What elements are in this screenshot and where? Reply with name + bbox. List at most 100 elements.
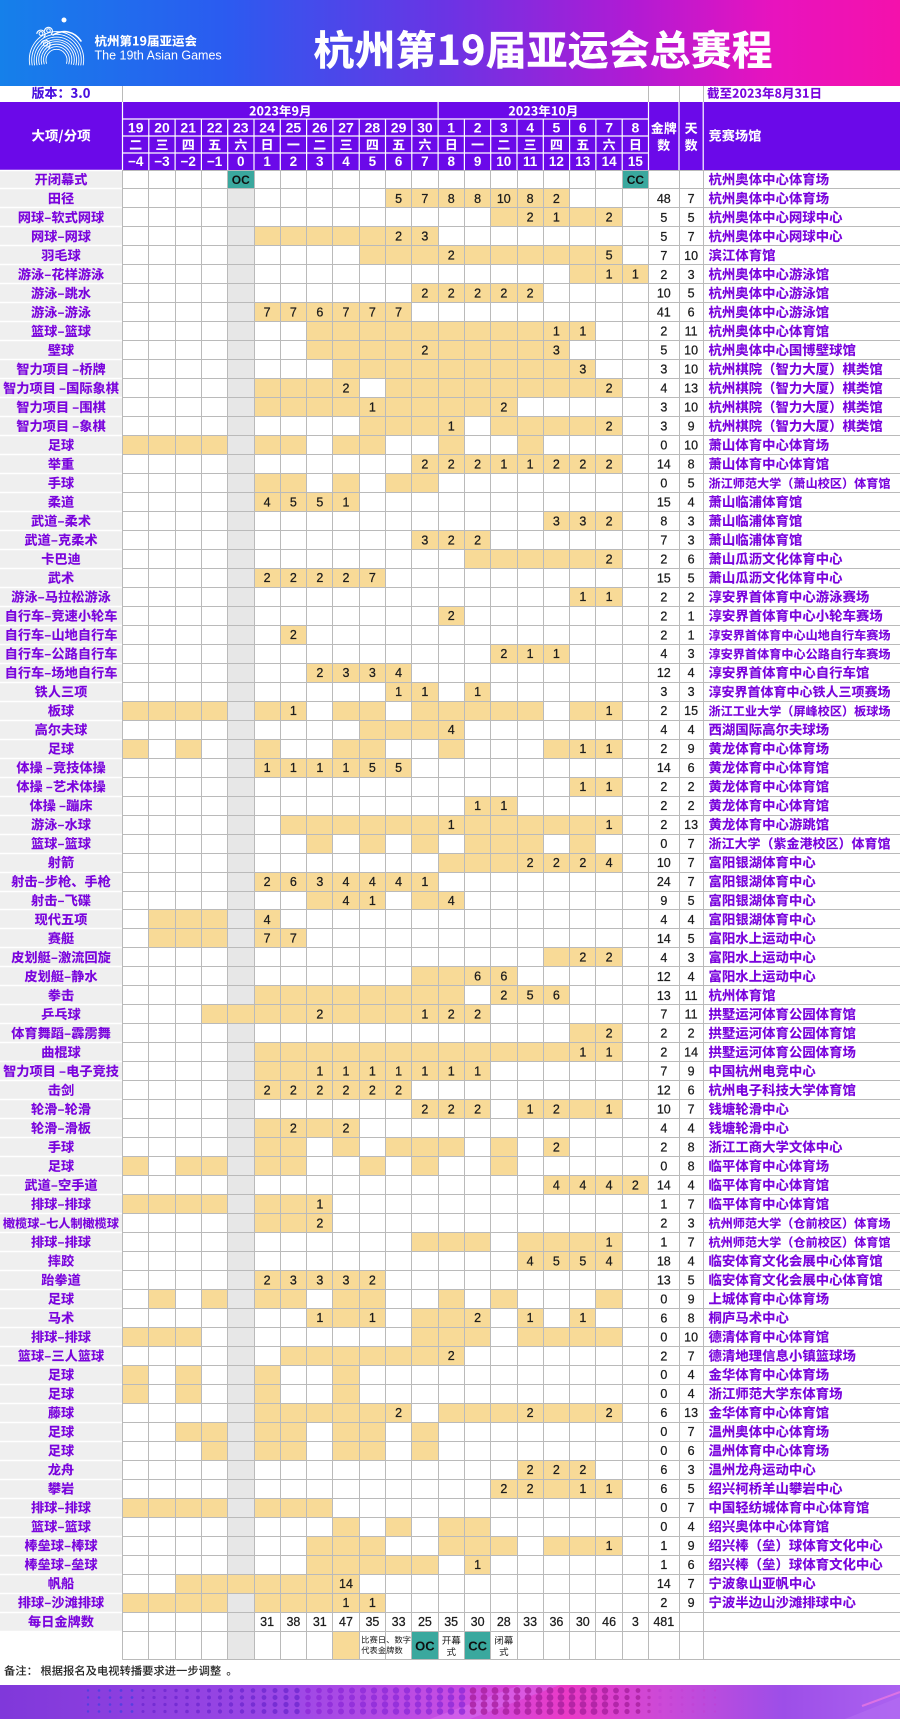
svg-text:1: 1	[316, 1197, 323, 1211]
svg-text:41: 41	[657, 306, 671, 320]
svg-text:0: 0	[660, 837, 667, 851]
svg-text:7: 7	[688, 230, 695, 244]
svg-text:5: 5	[395, 761, 402, 775]
svg-text:11: 11	[685, 325, 698, 339]
svg-text:13: 13	[657, 989, 671, 1003]
svg-text:1: 1	[500, 457, 507, 471]
svg-text:12: 12	[657, 666, 671, 680]
svg-text:4: 4	[688, 970, 695, 984]
svg-text:2: 2	[343, 382, 350, 396]
svg-text:4: 4	[688, 495, 695, 509]
svg-text:8: 8	[447, 154, 455, 169]
svg-text:27: 27	[338, 120, 354, 136]
svg-text:11: 11	[523, 154, 538, 169]
svg-text:3: 3	[688, 1463, 695, 1477]
svg-text:3: 3	[421, 230, 428, 244]
svg-text:7: 7	[660, 1065, 667, 1079]
svg-text:30: 30	[576, 1615, 590, 1629]
svg-text:7: 7	[688, 192, 695, 206]
svg-text:1: 1	[448, 419, 455, 433]
svg-text:1: 1	[343, 761, 350, 775]
svg-text:2: 2	[500, 647, 507, 661]
svg-text:7: 7	[290, 932, 297, 946]
svg-text:10: 10	[684, 249, 698, 263]
svg-text:26: 26	[312, 120, 328, 136]
svg-text:9: 9	[688, 1596, 695, 1610]
svg-text:9: 9	[688, 1539, 695, 1553]
svg-text:7: 7	[688, 1197, 695, 1211]
svg-text:1: 1	[474, 799, 481, 813]
svg-text:−2: −2	[180, 154, 195, 169]
svg-text:OC: OC	[415, 1639, 435, 1654]
svg-text:3: 3	[660, 420, 667, 434]
svg-text:2: 2	[448, 533, 455, 547]
svg-text:5: 5	[688, 287, 695, 301]
svg-text:3: 3	[632, 1615, 639, 1629]
svg-text:1: 1	[421, 1065, 428, 1079]
svg-text:3: 3	[316, 875, 323, 889]
svg-text:5: 5	[688, 1273, 695, 1287]
svg-text:2: 2	[474, 1311, 481, 1325]
svg-text:6: 6	[316, 306, 323, 320]
svg-text:7: 7	[421, 154, 429, 169]
svg-text:4: 4	[343, 894, 350, 908]
svg-text:−1: −1	[207, 154, 223, 169]
svg-text:2: 2	[660, 1596, 667, 1610]
svg-text:4: 4	[527, 1254, 534, 1268]
svg-text:1: 1	[290, 704, 297, 718]
svg-text:1: 1	[527, 457, 534, 471]
svg-text:36: 36	[549, 1615, 563, 1629]
svg-text:2: 2	[448, 1008, 455, 1022]
svg-text:12: 12	[549, 154, 564, 169]
svg-text:OC: OC	[232, 173, 250, 187]
svg-text:7: 7	[290, 306, 297, 320]
svg-text:2: 2	[660, 325, 667, 339]
svg-text:3: 3	[688, 647, 695, 661]
svg-text:1: 1	[660, 1558, 667, 1572]
svg-text:7: 7	[660, 249, 667, 263]
svg-text:3: 3	[688, 685, 695, 699]
svg-text:2: 2	[527, 287, 534, 301]
svg-text:1: 1	[421, 875, 428, 889]
svg-text:2: 2	[527, 211, 534, 225]
svg-text:4: 4	[688, 723, 695, 737]
svg-text:2: 2	[660, 552, 667, 566]
svg-text:2: 2	[660, 1216, 667, 1230]
svg-text:7: 7	[688, 1103, 695, 1117]
svg-text:4: 4	[688, 913, 695, 927]
svg-text:2: 2	[395, 1084, 402, 1098]
svg-text:−3: −3	[154, 154, 170, 169]
svg-text:2: 2	[660, 742, 667, 756]
svg-text:4: 4	[688, 1387, 695, 1401]
svg-text:4: 4	[395, 666, 402, 680]
svg-text:1: 1	[369, 1311, 376, 1325]
svg-text:4: 4	[688, 1178, 695, 1192]
svg-text:9: 9	[688, 742, 695, 756]
svg-text:3: 3	[660, 363, 667, 377]
svg-text:2: 2	[500, 400, 507, 414]
svg-text:1: 1	[448, 1065, 455, 1079]
svg-text:CC: CC	[627, 173, 645, 187]
svg-text:1: 1	[263, 154, 271, 169]
svg-text:1: 1	[579, 780, 586, 794]
svg-text:1: 1	[474, 1558, 481, 1572]
svg-text:2: 2	[448, 249, 455, 263]
svg-text:11: 11	[685, 989, 698, 1003]
svg-text:1: 1	[579, 1311, 586, 1325]
svg-text:2: 2	[343, 1121, 350, 1135]
svg-text:4: 4	[660, 951, 667, 965]
svg-text:3: 3	[688, 514, 695, 528]
svg-text:3: 3	[688, 1216, 695, 1230]
svg-text:28: 28	[365, 120, 381, 136]
svg-text:1: 1	[395, 685, 402, 699]
svg-text:2: 2	[688, 1027, 695, 1041]
svg-text:9: 9	[688, 420, 695, 434]
svg-text:8: 8	[688, 1160, 695, 1174]
svg-text:1: 1	[606, 818, 613, 832]
svg-text:33: 33	[523, 1615, 537, 1629]
svg-text:6: 6	[660, 1482, 667, 1496]
svg-text:1: 1	[264, 761, 271, 775]
svg-text:2: 2	[606, 1406, 613, 1420]
svg-text:2: 2	[660, 1349, 667, 1363]
svg-text:20: 20	[154, 120, 170, 136]
